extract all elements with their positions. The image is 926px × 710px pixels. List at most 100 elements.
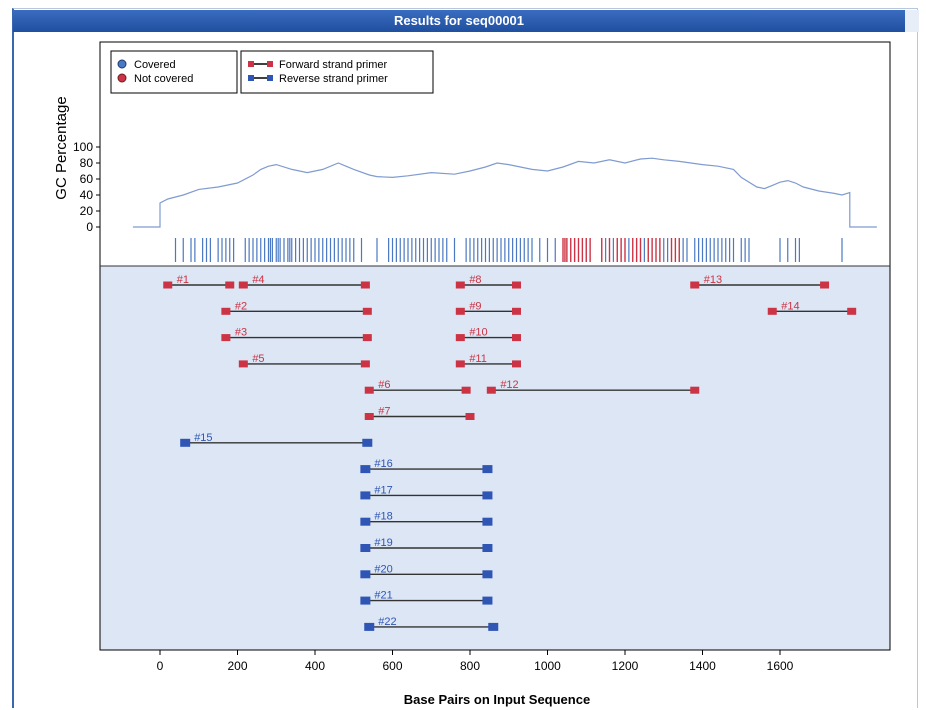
primer-pairs: #1 #4 #8 #13 #2 #9 #14 #3 #10 #5 #11 #6 #12 #7 #15 #16 #… xyxy=(163,274,857,631)
primer-start-marker xyxy=(455,281,465,289)
primer-pair-9[interactable]: #9 xyxy=(455,300,521,315)
legend-not-covered-label: Not covered xyxy=(134,73,193,85)
primer-label: #9 xyxy=(469,300,481,312)
primer-start-marker xyxy=(360,544,371,552)
primer-label: #12 xyxy=(500,379,518,391)
primer-label: #11 xyxy=(469,353,487,365)
primer-end-marker xyxy=(482,570,493,579)
primer-end-marker xyxy=(360,360,370,368)
y-tick-label-0: 0 xyxy=(86,220,93,234)
primer-pair-10[interactable]: #10 xyxy=(455,327,521,342)
plot-frame xyxy=(99,41,891,651)
primer-end-marker xyxy=(360,281,370,289)
x-tick-label-1600: 1600 xyxy=(767,659,794,673)
x-tick-label-1400: 1400 xyxy=(689,659,716,673)
primer-start-marker xyxy=(455,307,465,315)
primer-label: #7 xyxy=(378,406,390,418)
primer-end-marker xyxy=(465,413,475,420)
primer-end-marker xyxy=(847,307,857,315)
primer-start-marker xyxy=(364,386,374,394)
primer-end-marker xyxy=(482,544,493,552)
legend-coverage: Covered Not covered xyxy=(110,50,238,94)
primer-pair-6[interactable]: #6 xyxy=(364,379,471,394)
primer-pair-17[interactable]: #17 xyxy=(360,484,493,500)
primer-label: #10 xyxy=(469,327,487,339)
primer-pair-21[interactable]: #21 xyxy=(360,590,493,605)
primer-panel-background xyxy=(100,266,890,650)
legend-not-covered-dot xyxy=(117,73,127,83)
primer-start-marker xyxy=(238,281,248,289)
legend-primers: Forward strand primer Reverse strand pri… xyxy=(240,50,434,94)
primer-end-marker xyxy=(362,438,373,447)
primer-end-marker xyxy=(482,465,493,474)
primer-start-marker xyxy=(360,570,371,579)
primer-pair-3[interactable]: #3 xyxy=(221,327,372,342)
x-tick-label-0: 0 xyxy=(157,659,164,673)
x-tick-label-400: 400 xyxy=(305,659,325,673)
primer-start-marker xyxy=(221,334,231,342)
primer-end-marker xyxy=(362,334,372,342)
primer-end-marker xyxy=(690,386,700,394)
y-axis: 0 20 40 60 80 100 xyxy=(73,140,100,234)
x-axis: 0 200 400 600 800 1000 1200 1400 1600 xyxy=(157,650,794,673)
primer-start-marker xyxy=(455,360,465,368)
primer-end-marker xyxy=(512,360,521,368)
x-tick-label-800: 800 xyxy=(460,659,480,673)
primer-label: #15 xyxy=(194,432,212,444)
primer-start-marker xyxy=(360,491,371,500)
primer-pair-18[interactable]: #18 xyxy=(360,511,493,526)
primer-end-marker xyxy=(461,386,471,394)
primer-pair-13[interactable]: #13 xyxy=(690,274,830,289)
legend-forward-marker xyxy=(248,61,254,67)
primer-end-marker xyxy=(362,307,372,315)
primer-pair-20[interactable]: #20 xyxy=(360,563,493,579)
primer-start-marker xyxy=(360,517,371,526)
primer-label: #1 xyxy=(177,274,189,286)
primer-start-marker xyxy=(180,438,191,447)
primer-pair-12[interactable]: #12 xyxy=(486,379,700,394)
primer-start-marker xyxy=(238,360,248,368)
primer-end-marker xyxy=(488,622,499,631)
primer-label: #13 xyxy=(704,274,722,286)
primer-start-marker xyxy=(690,281,700,289)
primer-label: #6 xyxy=(378,379,390,391)
legend-covered-dot xyxy=(117,59,127,69)
primer-pair-16[interactable]: #16 xyxy=(360,458,493,474)
primer-start-marker xyxy=(163,281,173,289)
primer-end-marker xyxy=(482,517,493,526)
legend-forward-label: Forward strand primer xyxy=(279,59,388,71)
primer-start-marker xyxy=(767,307,777,315)
coverage-marks xyxy=(174,238,843,262)
primer-end-marker xyxy=(820,281,830,289)
primer-pair-11[interactable]: #11 xyxy=(455,353,521,368)
primer-end-marker xyxy=(512,334,521,342)
primer-pair-22[interactable]: #22 xyxy=(364,616,499,631)
primer-pair-15[interactable]: #15 xyxy=(180,432,373,447)
primer-start-marker xyxy=(486,386,496,394)
primer-pair-1[interactable]: #1 xyxy=(163,274,235,289)
y-tick-label-80: 80 xyxy=(80,156,94,170)
primer-pair-8[interactable]: #8 xyxy=(455,274,521,289)
primer-label: #16 xyxy=(374,458,392,470)
primer-label: #8 xyxy=(469,274,481,286)
x-tick-label-200: 200 xyxy=(227,659,247,673)
x-tick-label-600: 600 xyxy=(382,659,402,673)
x-tick-label-1200: 1200 xyxy=(612,659,639,673)
primer-pair-19[interactable]: #19 xyxy=(360,537,493,552)
primer-label: #14 xyxy=(781,300,799,312)
primer-label: #3 xyxy=(235,327,247,339)
primer-pair-4[interactable]: #4 xyxy=(238,274,370,289)
legend-reverse-marker xyxy=(248,75,254,81)
y-axis-label: GC Percentage xyxy=(53,96,70,199)
primer-pair-2[interactable]: #2 xyxy=(221,300,372,315)
primer-label: #4 xyxy=(252,274,264,286)
primer-pair-5[interactable]: #5 xyxy=(238,353,370,368)
y-tick-label-40: 40 xyxy=(80,188,94,202)
primer-pair-14[interactable]: #14 xyxy=(767,300,857,315)
primer-label: #20 xyxy=(374,563,392,575)
primer-pair-7[interactable]: #7 xyxy=(364,406,475,421)
primer-start-marker xyxy=(364,622,375,631)
primer-label: #19 xyxy=(374,537,392,549)
primer-label: #22 xyxy=(378,616,396,628)
